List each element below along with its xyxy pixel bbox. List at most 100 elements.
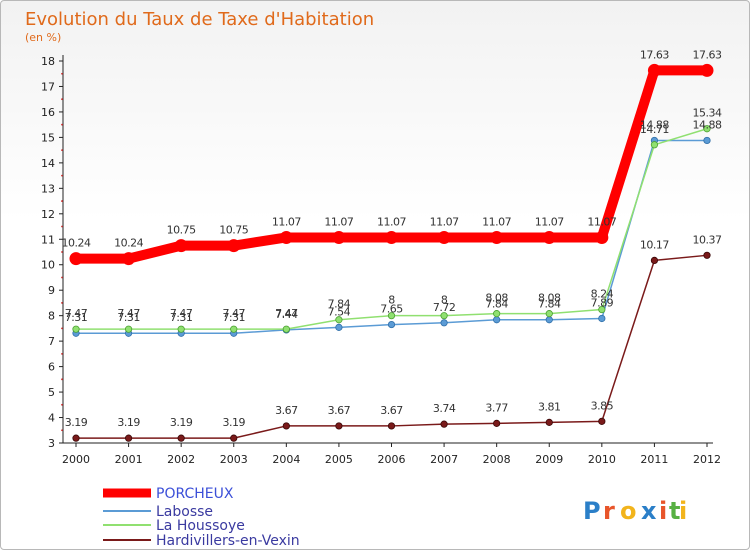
data-label: 10.17 <box>640 238 669 251</box>
data-point <box>595 230 609 244</box>
y-minor-tick <box>61 72 63 75</box>
data-label: 8.08 <box>538 292 561 305</box>
data-label: 7.47 <box>117 307 140 320</box>
data-label: 3.85 <box>591 399 614 412</box>
data-point <box>440 319 448 327</box>
legend-label: Hardivillers-en-Vexin <box>156 533 300 549</box>
data-label: 7.31 <box>117 311 140 324</box>
data-label: 11.07 <box>587 215 616 228</box>
y-tick-label: 15 <box>41 131 55 144</box>
y-tick-label: 17 <box>41 80 55 93</box>
data-label: 3.67 <box>380 404 403 417</box>
y-tick-label: 6 <box>48 361 55 374</box>
data-point <box>230 434 238 442</box>
data-point <box>72 434 80 442</box>
data-point <box>69 252 83 266</box>
chart-title: Evolution du Taux de Taxe d'Habitation <box>25 9 374 30</box>
x-tick-label: 2006 <box>378 453 406 466</box>
data-point <box>650 256 659 265</box>
data-label: 11.07 <box>324 215 353 228</box>
y-tick-label: 18 <box>41 55 55 68</box>
data-label: 8 <box>441 294 448 307</box>
data-label: 7.31 <box>65 311 88 324</box>
data-label: 8 <box>388 294 395 307</box>
data-label: 7.54 <box>328 305 351 318</box>
y-minor-tick <box>61 174 63 177</box>
data-label: 11.07 <box>482 215 511 228</box>
series-layer <box>69 63 714 442</box>
y-tick-label: 11 <box>41 233 55 246</box>
data-point <box>542 230 556 244</box>
data-point <box>598 305 606 314</box>
data-point <box>387 312 396 320</box>
y-minor-tick <box>61 403 63 406</box>
data-label: 14.88 <box>693 118 722 131</box>
data-label: 7.47 <box>65 307 88 320</box>
logo-letter: t <box>669 497 680 525</box>
legend-label: Labosse <box>156 504 213 520</box>
y-minor-tick <box>61 429 63 432</box>
logo-letter: o <box>620 497 637 525</box>
data-point <box>230 325 238 333</box>
y-minor-tick <box>61 123 63 126</box>
x-tick-label: 2010 <box>588 453 616 466</box>
x-tick-label: 2005 <box>325 453 353 466</box>
data-label: 15.34 <box>693 107 722 120</box>
y-tick-label: 13 <box>41 182 55 195</box>
legend-label: La Houssoye <box>156 518 245 534</box>
data-point <box>490 230 504 244</box>
data-point <box>440 420 448 428</box>
x-tick-label: 2008 <box>483 453 511 466</box>
data-label: 14.71 <box>640 123 669 136</box>
data-label: 10.24 <box>62 237 91 250</box>
x-tick-label: 2001 <box>115 453 143 466</box>
y-minor-tick <box>61 378 63 381</box>
data-point <box>545 418 553 426</box>
y-tick-label: 8 <box>48 310 55 323</box>
data-label: 7.84 <box>538 298 561 311</box>
data-label: 3.19 <box>65 416 88 429</box>
data-point <box>332 230 346 244</box>
data-point <box>282 422 290 430</box>
y-tick-label: 7 <box>48 335 55 348</box>
y-tick-label: 3 <box>48 437 55 450</box>
x-tick-label: 2011 <box>640 453 668 466</box>
data-label: 7.47 <box>275 307 298 320</box>
data-point <box>279 230 293 244</box>
data-point <box>440 312 448 320</box>
x-tick-label: 2004 <box>272 453 300 466</box>
data-point <box>545 310 553 318</box>
x-tick-label: 2007 <box>430 453 458 466</box>
y-tick-label: 10 <box>41 259 55 272</box>
logo-letter: x <box>641 497 657 525</box>
data-label: 7.84 <box>328 298 351 311</box>
data-label: 11.07 <box>272 215 301 228</box>
data-point <box>650 141 659 149</box>
x-tick-label: 2002 <box>167 453 195 466</box>
chart-unit: (en %) <box>25 31 61 44</box>
data-point <box>124 434 133 442</box>
data-point <box>174 239 188 253</box>
y-tick-label: 12 <box>41 208 55 221</box>
data-label: 7.84 <box>485 298 508 311</box>
data-label: 7.31 <box>170 311 193 324</box>
y-tick-label: 14 <box>41 157 55 170</box>
y-minor-tick <box>61 302 63 304</box>
x-tick-label: 2003 <box>220 453 248 466</box>
data-label: 11.07 <box>430 215 459 228</box>
y-minor-tick <box>61 200 63 202</box>
data-label: 17.63 <box>693 48 722 61</box>
y-minor-tick <box>61 352 63 355</box>
data-point <box>700 63 714 77</box>
data-label: 10.75 <box>167 224 196 237</box>
data-label: 3.19 <box>170 416 193 429</box>
y-minor-tick <box>61 98 63 101</box>
data-label: 3.74 <box>433 402 456 415</box>
data-label: 3.19 <box>223 416 246 429</box>
data-point <box>647 63 661 77</box>
y-tick-label: 9 <box>48 284 55 297</box>
y-minor-tick <box>61 149 63 152</box>
